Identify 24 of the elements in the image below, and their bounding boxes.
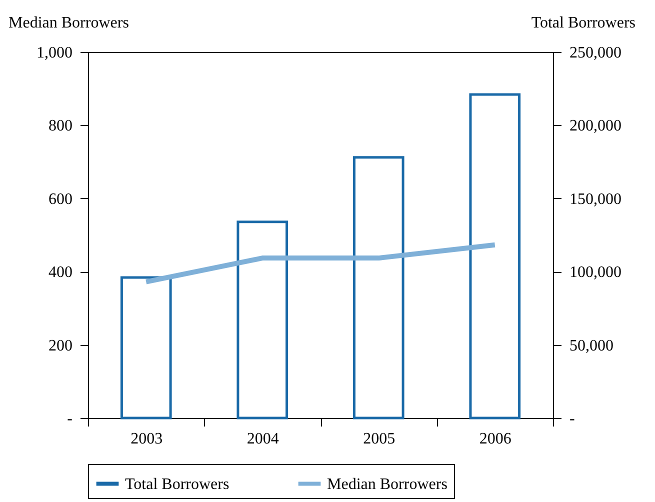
- bar: [120, 276, 172, 420]
- y-tick-label: 600: [48, 190, 72, 208]
- y-tick-label: 1,000: [36, 44, 72, 62]
- legend-label: Total Borrowers: [125, 476, 230, 493]
- x-tick-label: 2006: [479, 430, 512, 448]
- y2-tick-label: 250,000: [570, 44, 622, 62]
- y-tick-label: 200: [48, 337, 72, 354]
- x-tick-label: 2004: [246, 430, 279, 448]
- y2-tick-label: 50,000: [570, 337, 614, 354]
- y2-tick-label: 150,000: [570, 190, 622, 208]
- y2-tick-label: 200,000: [570, 118, 622, 135]
- y2-axis-title: Total Borrowers: [531, 14, 636, 32]
- bar: [236, 220, 288, 420]
- x-tick-label: 2005: [363, 430, 396, 448]
- y-tick-label: 800: [48, 118, 72, 135]
- y2-tick-label: -: [570, 410, 575, 428]
- bar: [469, 93, 521, 420]
- x-tick-label: 2003: [130, 430, 163, 448]
- y-axis-title: Median Borrowers: [8, 14, 129, 32]
- y-tick-label: 400: [48, 264, 72, 282]
- legend-label: Median Borrowers: [327, 476, 448, 493]
- y-tick-label: -: [67, 410, 72, 428]
- y2-tick-label: 100,000: [570, 264, 622, 282]
- bar: [352, 156, 404, 420]
